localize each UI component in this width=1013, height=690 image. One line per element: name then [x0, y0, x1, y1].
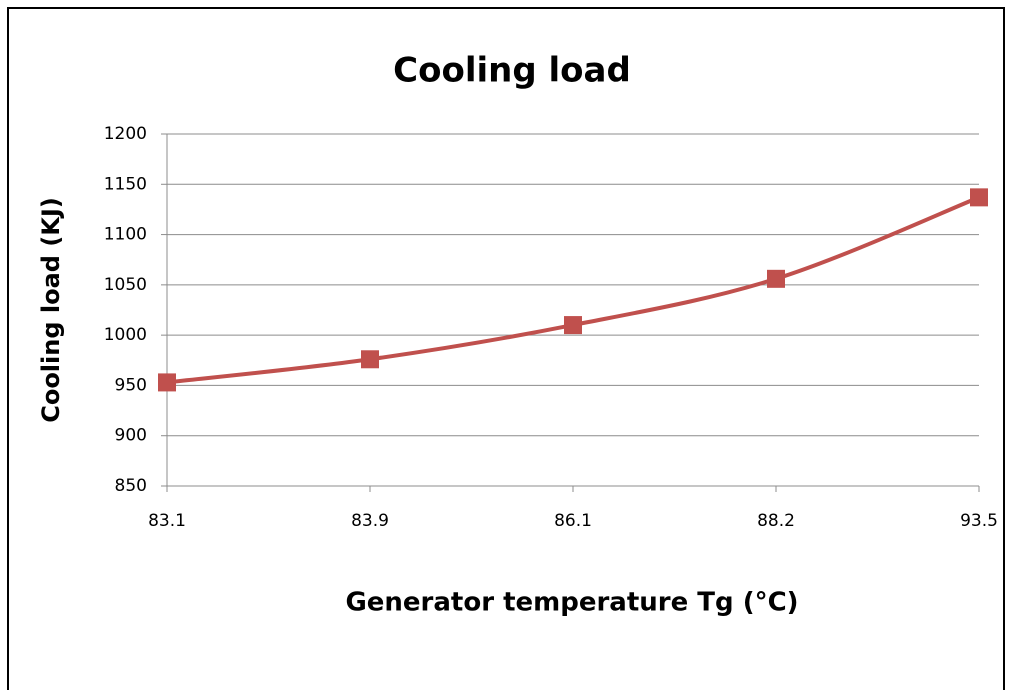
y-axis-label: Cooling load (KJ) — [37, 197, 65, 423]
chart-frame — [7, 7, 1005, 690]
x-tick-label: 83.1 — [148, 511, 186, 531]
x-axis-label: Generator temperature Tg (°C) — [345, 588, 798, 618]
x-tick-label: 83.9 — [351, 511, 389, 531]
chart-title: Cooling load — [393, 51, 631, 91]
x-tick-label: 86.1 — [554, 511, 592, 531]
marker — [767, 269, 785, 288]
y-tick-label: 1050 — [104, 275, 147, 295]
x-tick-label: 93.5 — [960, 511, 998, 531]
y-tick-label: 1100 — [104, 225, 147, 245]
marker — [564, 316, 582, 335]
y-tick-label: 1200 — [104, 124, 147, 144]
marker — [361, 350, 379, 369]
y-tick-label: 850 — [115, 476, 147, 496]
y-tick-label: 900 — [115, 426, 147, 446]
y-tick-label: 1150 — [104, 174, 147, 194]
y-tick-label: 950 — [115, 375, 147, 395]
x-tick-label: 88.2 — [757, 511, 795, 531]
line — [166, 195, 980, 385]
marker — [970, 188, 988, 207]
y-tick-label: 1000 — [104, 325, 147, 345]
marker — [158, 373, 176, 392]
